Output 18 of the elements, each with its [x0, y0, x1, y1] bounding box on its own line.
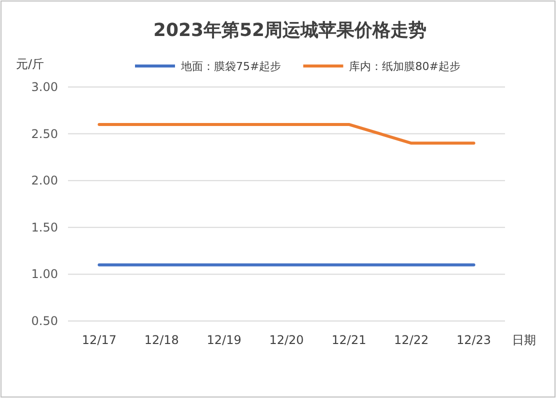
- y-tick-label: 0.50: [31, 314, 58, 328]
- y-tick-label: 1.50: [31, 220, 58, 234]
- x-tick-label: 12/23: [456, 333, 492, 347]
- x-tick-label: 12/17: [82, 333, 117, 347]
- x-tick-label: 12/18: [144, 333, 179, 347]
- y-tick-label: 1.00: [31, 267, 58, 282]
- x-axis-title: 日期: [512, 333, 536, 347]
- x-tick-label: 12/22: [394, 333, 429, 347]
- y-tick-label: 2.50: [31, 126, 58, 141]
- y-tick-label: 2.00: [31, 174, 58, 188]
- x-tick-label: 12/19: [206, 333, 242, 347]
- legend-label: 地面：膜袋75#起步: [180, 60, 282, 73]
- chart-title: 2023年第52周运城苹果价格走势: [153, 20, 427, 41]
- legend-label: 库内：纸加膜80#起步: [349, 60, 460, 73]
- y-axis-title: 元/斤: [16, 57, 44, 71]
- x-tick-label: 12/21: [332, 333, 366, 347]
- y-tick-label: 3.00: [31, 80, 58, 94]
- x-tick-label: 12/20: [269, 333, 304, 347]
